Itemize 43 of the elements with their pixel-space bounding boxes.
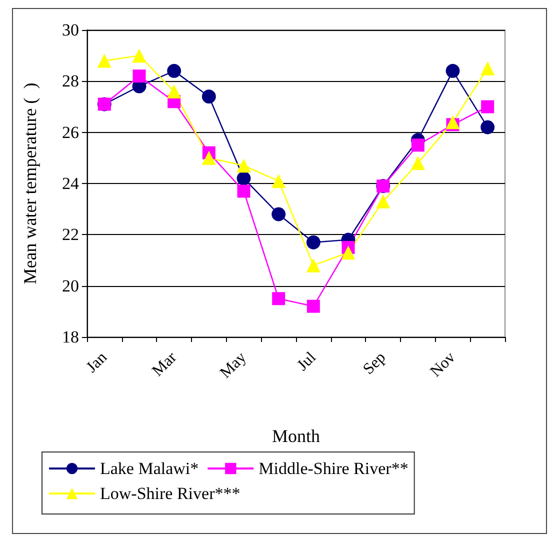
x-tick-label: Nov [427,348,459,380]
legend-label: Low-Shire River*** [100,484,240,503]
y-axis-title: Mean water temperature ( ) [20,82,40,284]
point [481,100,494,114]
point [272,292,286,306]
point [410,156,425,170]
point [167,84,182,98]
point [236,171,251,186]
x-tick-label: Mar [149,348,181,380]
point [341,246,356,260]
x-tick-label: Sep [360,348,390,378]
y-tick-label: 22 [62,225,79,244]
point [376,194,390,208]
x-tick-label: Jul [294,348,320,374]
y-tick-label: 18 [62,328,79,346]
y-tick-label: 26 [62,122,79,142]
y-tick-label: 24 [62,174,80,193]
y-tick-label: 28 [62,72,79,91]
y-tick-label: 20 [62,276,79,296]
point [202,150,216,165]
point [480,61,495,76]
point [236,158,251,173]
point [237,184,250,198]
y-tick-label: 30 [62,20,79,40]
point [306,235,320,250]
point [480,120,495,134]
legend-label: Lake Malawi* [100,459,199,478]
point [167,64,182,78]
point [202,90,216,104]
point [97,54,112,68]
point [446,64,460,78]
point [132,48,146,63]
point [132,70,146,83]
x-tick-label: May [217,348,250,382]
x-tick-label: Jan [83,348,110,376]
x-axis-title: Month [272,426,320,446]
legend-label: Middle-Shire River** [258,459,408,478]
point [272,207,286,222]
point [446,115,460,130]
point [411,138,424,152]
point [306,258,320,272]
point [272,174,286,188]
point [306,300,320,313]
